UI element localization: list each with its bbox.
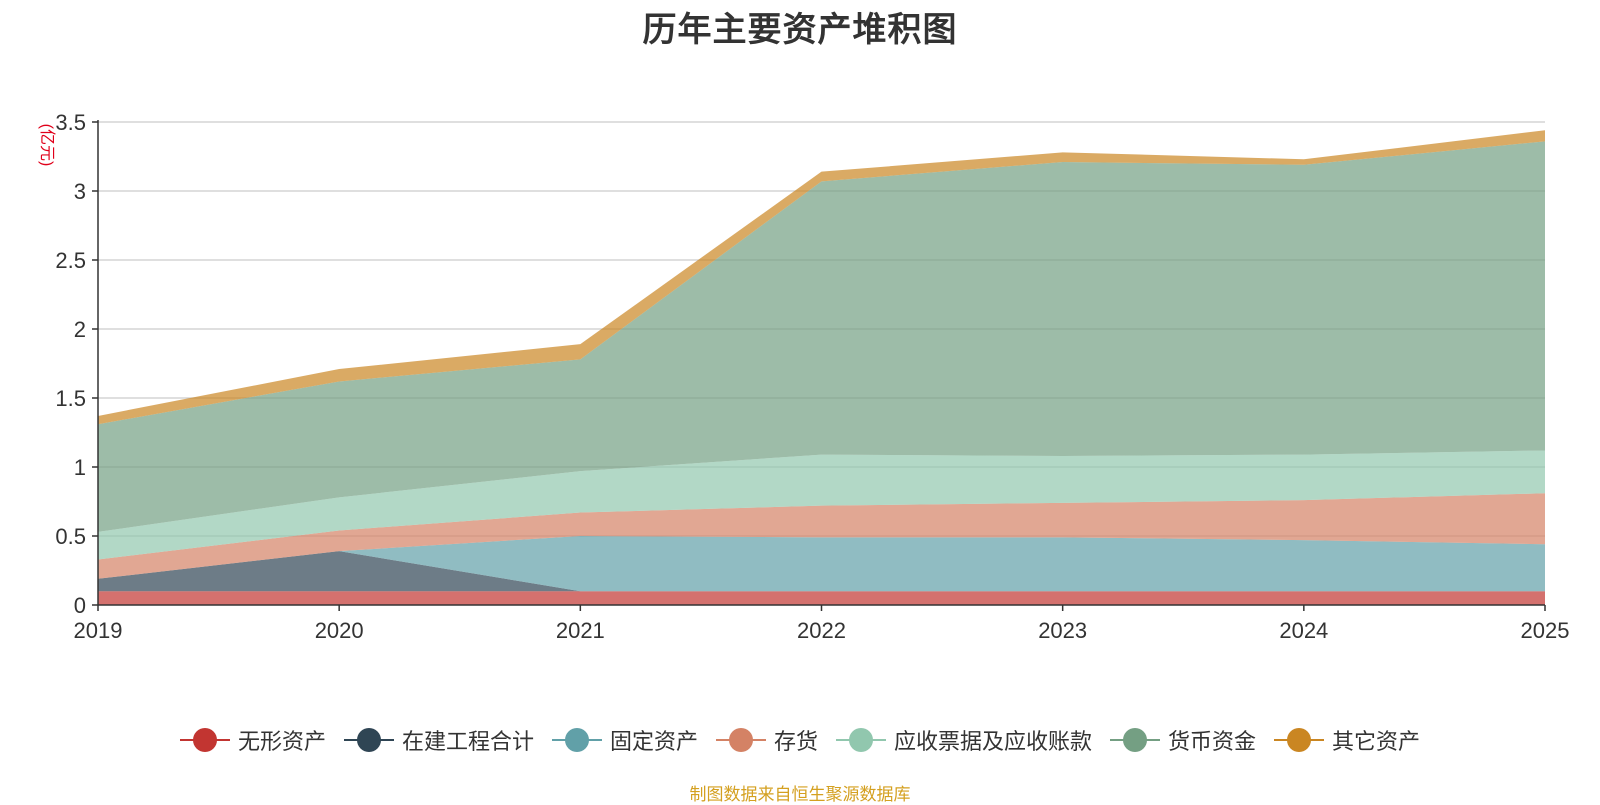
y-axis-label: (亿元) [38,124,56,167]
legend: 无形资产 在建工程合计 固定资产 存货 应收票据及应收账款 货币资金 其它资产 [0,720,1600,760]
y-tick-label: 2.5 [55,248,86,273]
y-tick-label: 0 [74,593,86,618]
y-tick-label: 1.5 [55,386,86,411]
x-tick-label: 2024 [1279,618,1328,643]
legend-item-1[interactable]: 在建工程合计 [343,724,534,756]
x-tick-label: 2023 [1038,618,1087,643]
area-series-3 [98,493,1545,579]
area-series-5 [98,141,1545,532]
legend-item-4[interactable]: 应收票据及应收账款 [836,724,1092,756]
legend-label: 应收票据及应收账款 [894,730,1093,755]
source-note: 制图数据来自恒生聚源数据库 [689,785,911,805]
stacked-area-chart: 0 0.5 1 1.5 2 2.5 3 3.5 2019 2020 2021 2022 2023 2024… [38,110,1569,643]
y-tick-label: 0.5 [55,524,86,549]
x-tick-label: 2025 [1521,618,1570,643]
legend-marker-icon [179,728,230,752]
legend-label: 固定资产 [609,730,698,755]
legend-label: 无形资产 [237,730,326,755]
x-tick-label: 2021 [556,618,605,643]
legend-item-6[interactable]: 其它资产 [1274,724,1420,756]
y-tick-label: 3 [74,179,86,204]
legend-marker-icon [836,728,886,752]
area-series-2 [98,536,1545,592]
axes: 0 0.5 1 1.5 2 2.5 3 3.5 2019 2020 2021 2022 2023 2024… [55,110,1569,643]
legend-item-0[interactable]: 无形资产 [179,724,326,756]
area-series-0 [98,591,1545,605]
legend-item-3[interactable]: 存货 [715,724,818,756]
legend-label: 在建工程合计 [401,730,534,755]
area-series-6 [98,130,1545,425]
area-series [98,130,1545,605]
legend-label: 其它资产 [1332,730,1421,755]
legend-marker-icon [343,728,394,752]
chart-title: 历年主要资产堆积图 [642,10,958,50]
y-tick-label: 3.5 [55,110,86,135]
legend-marker-icon [1274,728,1325,752]
legend-marker-icon [551,728,602,752]
area-series-1 [98,551,1545,592]
x-tick-label: 2019 [74,618,123,643]
x-tick-label: 2022 [797,618,846,643]
y-tick-label: 2 [74,317,86,342]
legend-marker-icon [1110,728,1161,752]
x-tick-label: 2020 [315,618,364,643]
legend-item-5[interactable]: 货币资金 [1110,724,1256,756]
legend-marker-icon [715,728,766,752]
area-series-4 [98,450,1545,560]
legend-item-2[interactable]: 固定资产 [551,724,698,756]
legend-label: 货币资金 [1168,730,1257,755]
y-tick-label: 1 [74,455,86,480]
legend-label: 存货 [773,730,818,755]
